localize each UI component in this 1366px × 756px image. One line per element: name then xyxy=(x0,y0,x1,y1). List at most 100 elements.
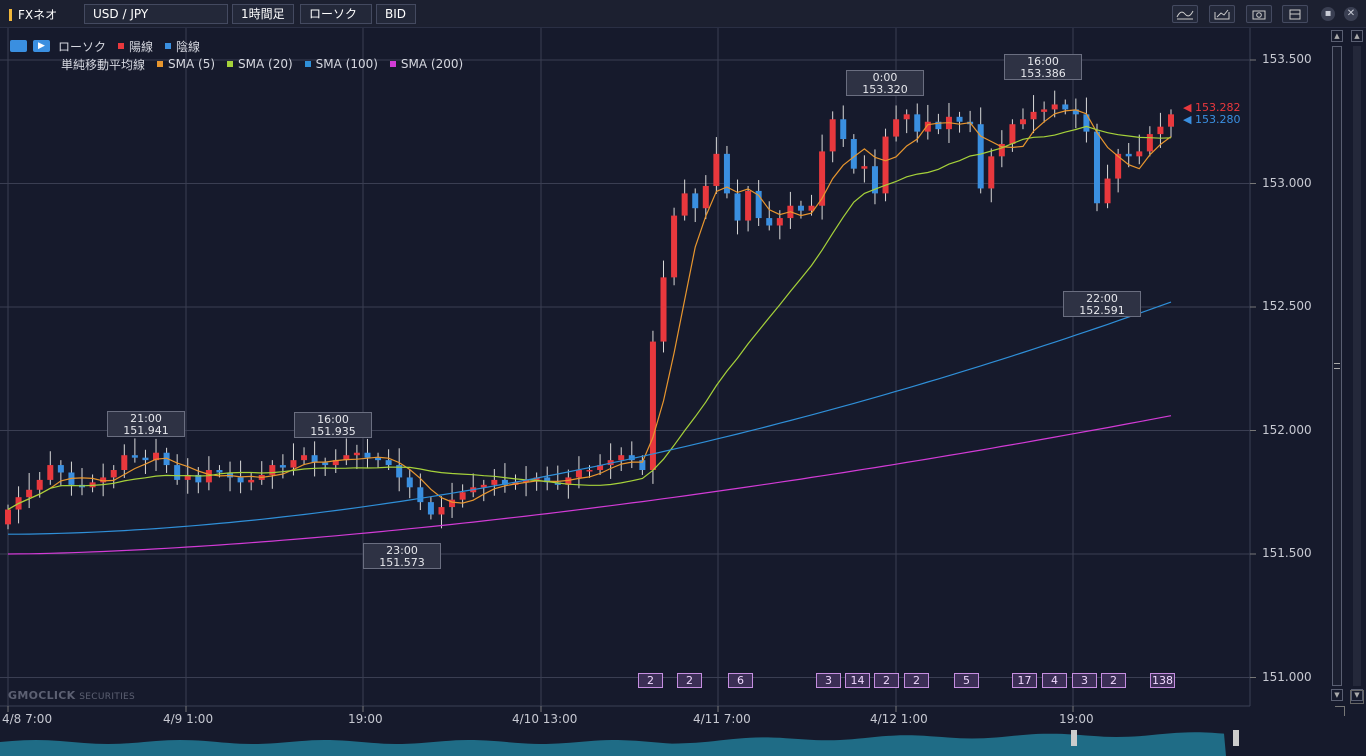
candle-body xyxy=(100,477,107,483)
hilo-time: 16:00 xyxy=(317,413,349,426)
chart-legend: ▶ ローソク 陽線 陰線 単純移動平均線 SMA (5) SMA (20) SM… xyxy=(10,37,475,73)
camera-icon[interactable] xyxy=(1246,5,1272,23)
event-marker[interactable]: 2 xyxy=(677,673,702,688)
chart-canvas[interactable] xyxy=(0,28,1366,726)
event-marker[interactable]: 3 xyxy=(1072,673,1097,688)
candle-body xyxy=(121,455,128,471)
candle-body xyxy=(110,470,117,478)
navigator-area xyxy=(0,732,1226,756)
legend-sma5-label: SMA (5) xyxy=(168,57,216,71)
event-marker[interactable]: 4 xyxy=(1042,673,1067,688)
event-marker[interactable]: 2 xyxy=(1101,673,1126,688)
event-marker[interactable]: 2 xyxy=(874,673,899,688)
hilo-price: 151.573 xyxy=(379,556,425,569)
price-label-151500: 151.500 xyxy=(1262,546,1312,560)
export-chart-icon[interactable] xyxy=(1209,5,1235,23)
side-scrollbar[interactable]: ▲ ▼ xyxy=(1350,30,1364,704)
candle-body xyxy=(1041,109,1048,112)
collapse-up-icon[interactable]: ▲ xyxy=(1351,30,1363,42)
event-marker[interactable]: 5 xyxy=(954,673,979,688)
candle-body xyxy=(829,119,836,152)
hilo-price: 153.320 xyxy=(862,83,908,96)
scroll-thumb[interactable] xyxy=(1332,46,1342,686)
event-marker[interactable]: 2 xyxy=(638,673,663,688)
candle-body xyxy=(565,477,572,485)
candle-body xyxy=(723,153,730,194)
window-icon[interactable] xyxy=(1282,5,1308,23)
candle-body xyxy=(713,153,720,186)
sma-5-line xyxy=(7,109,1172,511)
candle-body xyxy=(755,190,762,219)
candle-body xyxy=(1083,114,1090,132)
expand-legend-icon[interactable]: ▶ xyxy=(33,40,50,52)
candle-body xyxy=(628,455,635,461)
price-scrollbar[interactable]: ▲ ▼ xyxy=(1329,30,1346,704)
candle-body xyxy=(977,124,984,189)
watermark-brand: GMOCLICK xyxy=(8,689,76,702)
comment-icon[interactable] xyxy=(10,40,27,52)
price-label-153500: 153.500 xyxy=(1262,52,1312,66)
candle-body xyxy=(1157,126,1164,135)
candle-body xyxy=(1168,114,1174,127)
event-marker[interactable]: 14 xyxy=(845,673,870,688)
side-track xyxy=(1353,46,1361,686)
chart-type-select[interactable]: ローソク xyxy=(300,4,372,24)
legend-candle-label: ローソク xyxy=(58,39,107,54)
minimize-icon[interactable]: ▪ xyxy=(1321,7,1335,21)
indicator-icon[interactable] xyxy=(1172,5,1198,23)
toolbar: FXネオ USD / JPY 1時間足 ローソク BID ▪ ✕ xyxy=(0,0,1366,28)
candle-body xyxy=(988,156,995,189)
collapse-down-icon[interactable]: ▼ xyxy=(1351,689,1363,701)
sma-20-line xyxy=(7,125,1172,511)
price-type-select[interactable]: BID xyxy=(376,4,416,24)
event-marker[interactable]: 6 xyxy=(728,673,753,688)
event-marker[interactable]: 2 xyxy=(904,673,929,688)
time-label: 4/12 1:00 xyxy=(870,712,928,726)
event-marker[interactable]: 17 xyxy=(1012,673,1037,688)
event-marker[interactable]: 3 xyxy=(816,673,841,688)
resize-handle-icon[interactable] xyxy=(1335,706,1345,716)
scroll-down-icon[interactable]: ▼ xyxy=(1331,689,1343,701)
hilo-price: 153.386 xyxy=(1020,67,1066,80)
candle-body xyxy=(840,119,847,140)
candle-body xyxy=(554,482,561,485)
hilo-label: 23:00 151.573 xyxy=(363,543,441,569)
app-title: FXネオ xyxy=(9,6,57,23)
candle-body xyxy=(956,116,963,122)
candle-body xyxy=(5,509,11,525)
candle-body xyxy=(797,205,804,211)
fit-icon[interactable] xyxy=(1350,690,1364,704)
candle-body xyxy=(427,502,434,515)
candle-body xyxy=(501,479,508,485)
event-marker[interactable]: 138 xyxy=(1150,673,1175,688)
hilo-price: 151.941 xyxy=(123,424,169,437)
time-label: 4/8 7:00 xyxy=(2,712,53,726)
timeframe-select[interactable]: 1時間足 xyxy=(232,4,294,24)
candle-body xyxy=(57,465,64,473)
sma20-swatch xyxy=(227,61,234,67)
navigator-handle-right xyxy=(1233,730,1239,746)
grip-icon xyxy=(1334,363,1340,369)
hilo-time: 0:00 xyxy=(872,71,898,84)
navigator[interactable] xyxy=(0,726,1366,756)
candle-body xyxy=(882,136,889,194)
candle-body xyxy=(279,465,286,468)
candle-body xyxy=(681,193,688,216)
candle-body xyxy=(893,119,900,137)
close-icon[interactable]: ✕ xyxy=(1344,7,1358,21)
candle-body xyxy=(618,455,625,461)
symbol-select[interactable]: USD / JPY xyxy=(84,4,228,24)
price-label-152000: 152.000 xyxy=(1262,423,1312,437)
candle-body xyxy=(649,341,656,471)
scroll-up-icon[interactable]: ▲ xyxy=(1331,30,1343,42)
candle-body xyxy=(237,477,244,483)
candle-body xyxy=(903,114,910,120)
price-label-151000: 151.000 xyxy=(1262,670,1312,684)
candle-body xyxy=(1104,178,1111,204)
candle-body xyxy=(1062,104,1069,110)
candle-body xyxy=(385,460,392,466)
candle-body xyxy=(850,139,857,169)
legend-sma100-label: SMA (100) xyxy=(315,57,378,71)
candle-body xyxy=(332,460,339,466)
price-label-152500: 152.500 xyxy=(1262,299,1312,313)
